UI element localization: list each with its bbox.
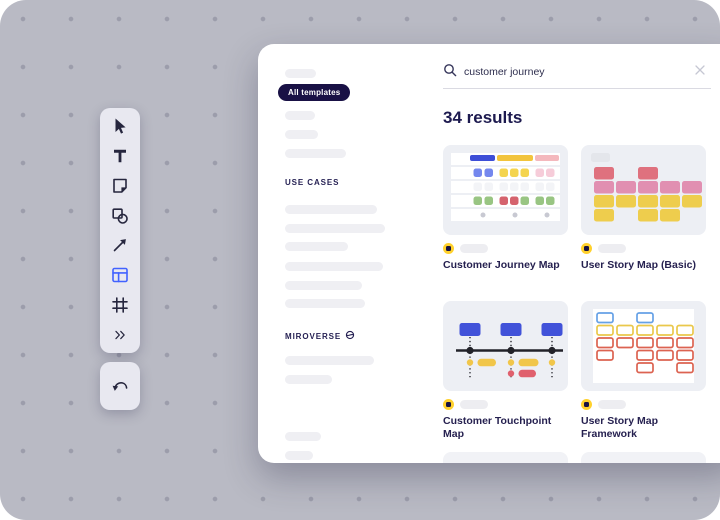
- card-meta-row: [443, 242, 568, 254]
- card-meta-row: [581, 398, 706, 410]
- frame-icon: [110, 295, 130, 315]
- close-icon: [694, 64, 706, 79]
- miro-template-badge-icon: [581, 398, 592, 410]
- miro-template-badge-icon: [443, 398, 454, 410]
- undo-toolbar: [100, 362, 140, 410]
- skeleton-bar: [285, 130, 318, 139]
- search-underline: [443, 88, 711, 89]
- skeleton-bar: [285, 451, 313, 460]
- template-thumbnail: [581, 301, 706, 391]
- template-card[interactable]: User Story Map (Basic): [581, 145, 706, 272]
- template-card-title[interactable]: User Story Map Framework: [581, 415, 659, 440]
- skeleton-bar: [598, 243, 626, 253]
- all-templates-filter-button[interactable]: All templates: [278, 84, 351, 101]
- template-thumbnail: [581, 145, 706, 235]
- cursor-icon: [110, 116, 130, 136]
- text-icon: [110, 146, 130, 166]
- shapes-icon: [110, 206, 130, 226]
- template-card[interactable]: User Story Map Framework: [581, 301, 706, 441]
- templates-table-icon: [110, 265, 130, 285]
- template-card-title[interactable]: User Story Map (Basic): [581, 259, 696, 271]
- frame-tool-button[interactable]: [108, 293, 132, 317]
- skeleton-bar: [285, 356, 374, 365]
- shapes-tool-button[interactable]: [108, 204, 132, 228]
- miroverse-globe-icon: [345, 330, 355, 342]
- card-meta-row: [581, 242, 706, 254]
- skeleton-bar: [285, 242, 348, 251]
- template-card-partial[interactable]: [443, 452, 568, 463]
- card-meta-row: [443, 398, 568, 410]
- toolbar: [100, 108, 140, 353]
- skeleton-bar: [285, 262, 383, 271]
- sticky-note-tool-button[interactable]: [108, 174, 132, 198]
- double-chevron-icon: [112, 327, 128, 343]
- search-input[interactable]: [464, 66, 711, 78]
- skeleton-bar: [285, 432, 321, 441]
- skeleton-bar: [460, 243, 488, 253]
- arrow-tool-button[interactable]: [108, 233, 132, 257]
- search-bar: [443, 60, 711, 84]
- skeleton-bar: [285, 69, 316, 78]
- templates-panel: All templates USE CASES MIROVERSE: [258, 44, 720, 463]
- results-count: 34 results: [443, 108, 523, 127]
- template-thumbnail: [443, 301, 568, 391]
- select-tool-button[interactable]: [108, 114, 132, 138]
- miroverse-section-label: MIROVERSE: [285, 330, 355, 342]
- use-cases-section-label: USE CASES: [285, 178, 340, 187]
- results-area: 34 results: [443, 44, 711, 463]
- template-card-grid: Customer Journey Map: [443, 145, 706, 441]
- skeleton-bar: [598, 399, 626, 409]
- miro-template-badge-icon: [581, 242, 592, 254]
- arrow-icon: [110, 235, 130, 255]
- more-tools-button[interactable]: [108, 323, 132, 347]
- skeleton-bar: [285, 111, 315, 120]
- skeleton-bar: [285, 299, 365, 308]
- templates-tool-button[interactable]: [108, 263, 132, 287]
- template-card[interactable]: Customer Journey Map: [443, 145, 568, 272]
- sticky-note-icon: [110, 176, 130, 196]
- undo-icon: [110, 376, 130, 396]
- skeleton-bar: [285, 205, 377, 214]
- skeleton-bar: [285, 281, 362, 290]
- template-card-title[interactable]: Customer Touchpoint Map: [443, 415, 552, 440]
- template-thumbnail: [443, 145, 568, 235]
- clear-search-button[interactable]: [693, 64, 707, 78]
- miro-template-badge-icon: [443, 242, 454, 254]
- skeleton-bar: [460, 399, 488, 409]
- template-card-title[interactable]: Customer Journey Map: [443, 259, 560, 271]
- undo-button[interactable]: [108, 374, 132, 398]
- template-card[interactable]: Customer Touchpoint Map: [443, 301, 568, 441]
- skeleton-bar: [285, 375, 332, 384]
- text-tool-button[interactable]: [108, 144, 132, 168]
- template-card-partial[interactable]: [581, 452, 706, 463]
- skeleton-bar: [285, 149, 346, 158]
- skeleton-bar: [285, 224, 385, 233]
- search-icon: [443, 63, 457, 82]
